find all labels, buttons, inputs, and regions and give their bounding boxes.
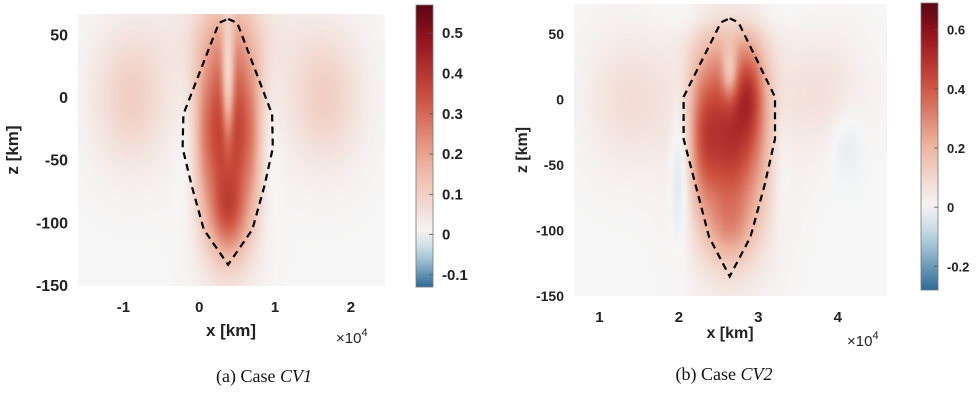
caption: (a) Case CV1 bbox=[216, 366, 312, 387]
x-tick-label: 2 bbox=[675, 309, 683, 326]
boundary-outline bbox=[682, 17, 777, 279]
panel-a: -1 0 1 2 50 0 -50 -100 -150 x [km] z [km] ×104 0.5 0.… bbox=[3, 4, 468, 387]
panel-b: 1 2 3 4 50 0 -50 -100 -150 x [km] z [km] ×104 0.6 0.4… bbox=[514, 2, 969, 385]
x-tick-label: 4 bbox=[834, 309, 843, 326]
y-tick-label: -100 bbox=[36, 215, 68, 232]
colorbar-tick-label: 0 bbox=[442, 227, 450, 244]
y-tick-label: 0 bbox=[556, 92, 564, 108]
y-tick-label: -100 bbox=[536, 223, 564, 239]
y-tick-label: 50 bbox=[548, 26, 564, 42]
boundary-outline bbox=[181, 17, 274, 267]
x-axis-label: x [km] bbox=[706, 325, 753, 342]
x-tick-label: 0 bbox=[195, 299, 203, 316]
y-tick-label: -150 bbox=[536, 288, 564, 304]
y-tick-label: -50 bbox=[544, 157, 564, 173]
colorbar bbox=[415, 4, 434, 288]
y-axis-label: z [km] bbox=[514, 127, 531, 173]
colorbar-tick-label: -0.1 bbox=[442, 267, 468, 284]
x-multiplier: ×104 bbox=[847, 330, 879, 350]
x-tick-label: 1 bbox=[595, 309, 603, 326]
y-tick-label: -150 bbox=[36, 278, 68, 295]
heatmap-image bbox=[78, 14, 385, 286]
caption: (b) Case CV2 bbox=[676, 364, 773, 385]
x-tick-label: 3 bbox=[754, 309, 762, 326]
colorbar bbox=[920, 2, 939, 291]
y-tick-label: -50 bbox=[45, 153, 68, 170]
colorbar-tick-label: 0.4 bbox=[947, 82, 966, 97]
colorbar-tick-label: 0 bbox=[947, 200, 954, 215]
y-axis-label: z [km] bbox=[3, 125, 22, 174]
colorbar-tick-label: 0.4 bbox=[442, 65, 464, 82]
y-tick-label: 0 bbox=[59, 90, 68, 107]
colorbar-tick-label: 0.6 bbox=[947, 23, 965, 38]
colorbar-tick-label: 0.2 bbox=[442, 146, 463, 163]
heatmap-image bbox=[574, 4, 887, 296]
x-multiplier: ×104 bbox=[336, 327, 368, 347]
colorbar-tick-label: 0.1 bbox=[442, 186, 463, 203]
x-tick-label: 1 bbox=[271, 299, 279, 316]
y-tick-label: 50 bbox=[50, 27, 68, 44]
colorbar-tick-label: 0.2 bbox=[947, 141, 965, 156]
x-tick-label: 2 bbox=[347, 299, 355, 316]
x-axis-label: x [km] bbox=[206, 321, 256, 340]
colorbar-tick-label: -0.2 bbox=[947, 259, 969, 274]
x-tick-label: -1 bbox=[117, 299, 130, 316]
colorbar-tick-label: 0.5 bbox=[442, 25, 463, 42]
colorbar-tick-label: 0.3 bbox=[442, 106, 463, 123]
